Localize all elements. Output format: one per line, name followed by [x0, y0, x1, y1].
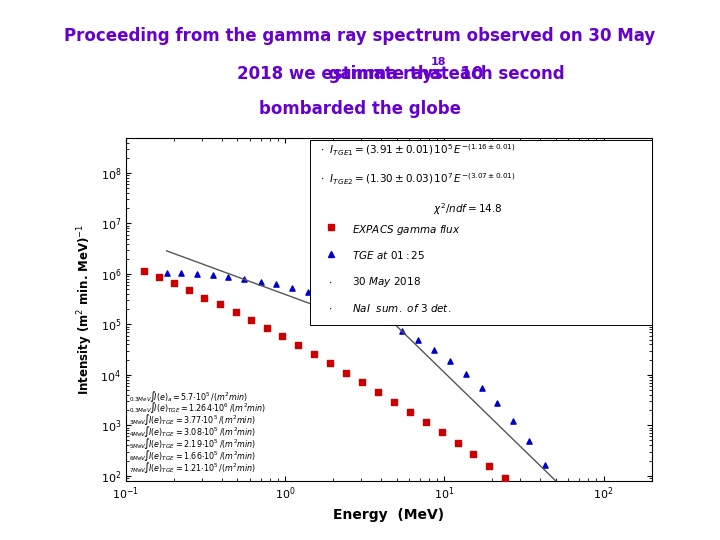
- Point: [476, 383, 487, 392]
- Point: [341, 368, 352, 377]
- Text: $\chi^2/ndf=14.8$: $\chi^2/ndf=14.8$: [433, 201, 503, 217]
- Point: [292, 341, 304, 349]
- Point: [412, 336, 423, 345]
- Point: [572, 522, 583, 530]
- Point: [255, 278, 266, 286]
- Text: $_{3MeV}\!\int\! I(e)_{TGE} = 3.77{\cdot}10^5\,/(m^2min)$: $_{3MeV}\!\int\! I(e)_{TGE} = 3.77{\cdot…: [130, 412, 256, 427]
- Point: [230, 308, 242, 316]
- Point: [302, 288, 314, 296]
- Text: $\it{EXPACS\ gamma\ flux}$: $\it{EXPACS\ gamma\ flux}$: [352, 223, 461, 237]
- Text: $\cdot$: $\cdot$: [328, 303, 333, 313]
- Point: [199, 293, 210, 302]
- Point: [222, 273, 234, 281]
- Point: [563, 531, 575, 540]
- Point: [246, 316, 257, 325]
- Point: [184, 286, 195, 294]
- X-axis label: Energy  (MeV): Energy (MeV): [333, 508, 444, 522]
- Point: [420, 418, 431, 427]
- Point: [436, 428, 447, 437]
- Text: $\cdot$  $I_{TGE1}=(3.91\pm0.01)\,10^5\,E^{-(1.16\pm0.01)}$: $\cdot$ $I_{TGE1}=(3.91\pm0.01)\,10^5\,E…: [320, 143, 516, 158]
- Point: [460, 369, 472, 378]
- Point: [308, 349, 320, 358]
- Point: [207, 271, 218, 280]
- Point: [500, 474, 511, 482]
- Point: [467, 450, 479, 458]
- Text: $_{5MeV}\!\int\! I(e)_{TGE} = 2.19{\cdot}10^5\,/(m^2min)$: $_{5MeV}\!\int\! I(e)_{TGE} = 2.19{\cdot…: [130, 436, 257, 451]
- Point: [192, 270, 203, 279]
- Text: $_{7MeV}\!\int\! I(e)_{TGE} = 1.21{\cdot}10^5\,/(m^2min)$: $_{7MeV}\!\int\! I(e)_{TGE} = 1.21{\cdot…: [130, 460, 256, 475]
- Point: [492, 399, 503, 408]
- Text: 2018 we estimate that  10: 2018 we estimate that 10: [237, 65, 483, 83]
- Point: [348, 304, 360, 313]
- Point: [286, 284, 297, 292]
- Point: [547, 515, 559, 524]
- Point: [380, 318, 392, 327]
- Point: [388, 397, 400, 406]
- Point: [516, 487, 527, 495]
- Text: $\it{30\ May\ 2018}$: $\it{30\ May\ 2018}$: [352, 275, 421, 289]
- Text: $_{4MeV}\!\int\! I(e)_{TGE} = 3.08{\cdot}10^5\,/(m^2min)$: $_{4MeV}\!\int\! I(e)_{TGE} = 3.08{\cdot…: [130, 424, 257, 439]
- Y-axis label: Intensity (m$^2$ min. MeV)$^{-1}$: Intensity (m$^2$ min. MeV)$^{-1}$: [75, 224, 95, 395]
- Text: bombarded the globe: bombarded the globe: [259, 100, 461, 118]
- Point: [508, 417, 519, 426]
- Text: $_{0.3MeV}\!\int\! I(e)_{TGE} = 1.264{\cdot}10^6\,/(m^2min)$: $_{0.3MeV}\!\int\! I(e)_{TGE} = 1.264{\c…: [130, 400, 266, 415]
- Point: [523, 437, 535, 445]
- Text: $_{6MeV}\!\int\! I(e)_{TGE} = 1.66{\cdot}10^5\,/(m^2min)$: $_{6MeV}\!\int\! I(e)_{TGE} = 1.66{\cdot…: [130, 448, 257, 463]
- Point: [153, 272, 164, 281]
- Text: $\cdot$: $\cdot$: [328, 277, 333, 287]
- Text: $\it{TGE\ at\ 01:25}$: $\it{TGE\ at\ 01:25}$: [352, 249, 426, 261]
- Point: [175, 269, 186, 278]
- Point: [356, 377, 368, 386]
- Point: [396, 326, 408, 335]
- Point: [215, 300, 226, 308]
- Point: [428, 346, 440, 354]
- Text: $_{0.3MeV}\!\int\! I(e)_a = 5.7{\cdot}10^5\,/(m^2min)$: $_{0.3MeV}\!\int\! I(e)_a = 5.7{\cdot}10…: [130, 389, 248, 404]
- Text: 18: 18: [431, 57, 446, 67]
- Point: [531, 500, 543, 509]
- Point: [372, 388, 384, 396]
- Point: [238, 275, 250, 284]
- FancyBboxPatch shape: [310, 140, 654, 325]
- Point: [404, 408, 415, 416]
- Point: [161, 268, 172, 277]
- Point: [261, 323, 273, 332]
- Point: [555, 488, 567, 497]
- Point: [334, 298, 346, 306]
- Text: gamma rays each second: gamma rays each second: [156, 65, 564, 83]
- Text: $\cdot$  $I_{TGE2}=(1.30\pm0.03)\,10^7\,E^{-(3.07\pm0.01)}$: $\cdot$ $I_{TGE2}=(1.30\pm0.03)\,10^7\,E…: [320, 172, 516, 187]
- Point: [276, 332, 288, 341]
- Point: [483, 462, 495, 470]
- Point: [444, 357, 456, 366]
- Point: [271, 280, 282, 289]
- Point: [364, 310, 376, 319]
- Point: [316, 292, 328, 301]
- Point: [452, 439, 464, 448]
- Point: [539, 461, 551, 469]
- Point: [138, 267, 150, 275]
- Text: Proceeding from the gamma ray spectrum observed on 30 May: Proceeding from the gamma ray spectrum o…: [64, 27, 656, 45]
- Text: $\it{NaI\ \ sum.\ of\ 3\ det.}$: $\it{NaI\ \ sum.\ of\ 3\ det.}$: [352, 302, 451, 314]
- Point: [168, 279, 180, 288]
- Point: [324, 359, 336, 368]
